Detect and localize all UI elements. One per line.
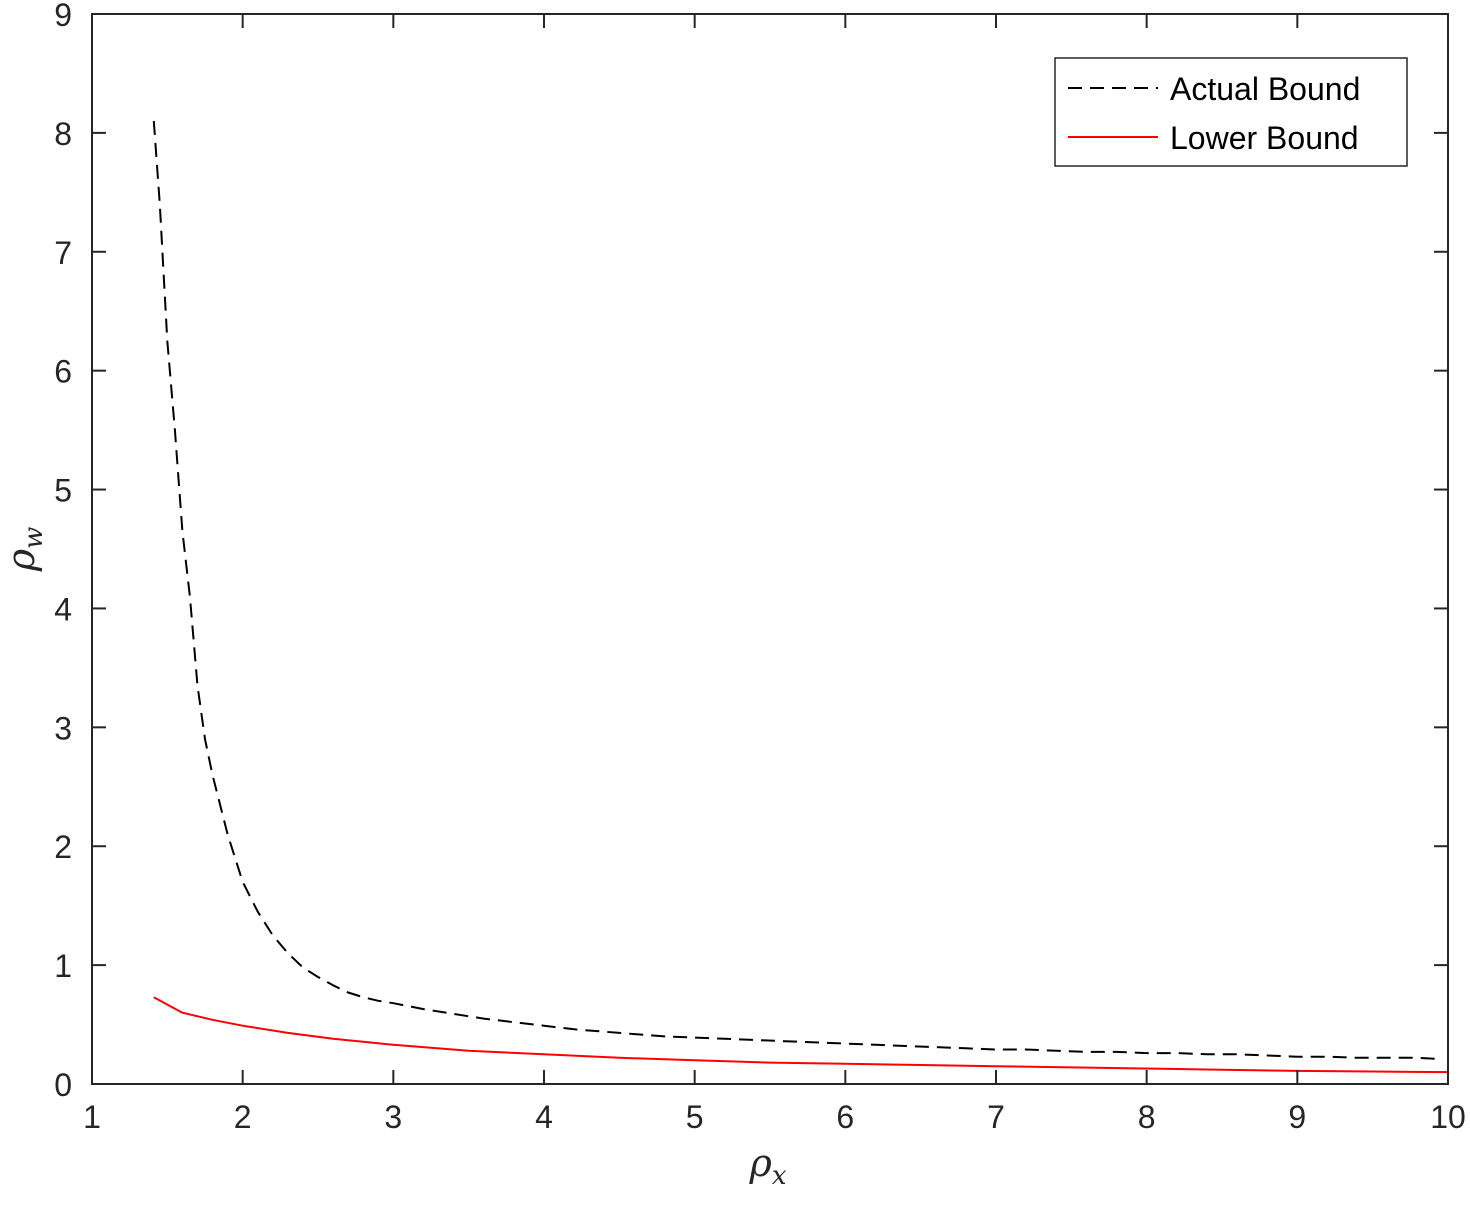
x-tick-label-3: 4: [535, 1099, 553, 1135]
x-axis-label: ρx: [748, 1141, 786, 1191]
x-tick-label-9: 10: [1430, 1099, 1466, 1135]
ticks: [91, 13, 1449, 1085]
x-tick-label-4: 5: [686, 1099, 704, 1135]
y-axis-label-sub: w: [19, 527, 49, 549]
legend: Actual Bound Lower Bound: [1054, 57, 1408, 167]
y-axis-label-base: ρ: [0, 548, 43, 572]
y-axis-label: ρw: [0, 527, 49, 573]
x-tick-label-5: 6: [836, 1099, 854, 1135]
x-tick-label-2: 3: [384, 1099, 402, 1135]
legend-label-lower-bound: Lower Bound: [1170, 120, 1359, 156]
x-tick-label-0: 1: [83, 1099, 101, 1135]
y-tick-label-0: 0: [54, 1067, 72, 1103]
y-tick-label-9: 9: [54, 0, 72, 33]
series-line-lower-bound: [153, 996, 1449, 1074]
legend-label-actual-bound: Actual Bound: [1170, 71, 1360, 107]
y-tick-label-5: 5: [54, 473, 72, 509]
x-tick-label-6: 7: [987, 1099, 1005, 1135]
axes-box: [91, 13, 1449, 1085]
y-tick-label-1: 1: [54, 948, 72, 984]
x-tick-label-1: 2: [234, 1099, 252, 1135]
x-axis-label-base: ρ: [748, 1141, 772, 1185]
y-tick-label-6: 6: [54, 354, 72, 390]
legend-box: [1054, 57, 1408, 167]
series-line-actual-bound: [152, 120, 1441, 1060]
y-tick-label-8: 8: [54, 116, 72, 152]
y-tick-label-3: 3: [54, 710, 72, 746]
x-tick-label-7: 8: [1138, 1099, 1156, 1135]
y-tick-label-7: 7: [54, 235, 72, 271]
y-tick-label-4: 4: [54, 591, 72, 627]
y-tick-label-2: 2: [54, 829, 72, 865]
plot-lines: [152, 120, 1449, 1074]
x-tick-label-8: 9: [1288, 1099, 1306, 1135]
x-axis-label-sub: x: [772, 1161, 787, 1191]
